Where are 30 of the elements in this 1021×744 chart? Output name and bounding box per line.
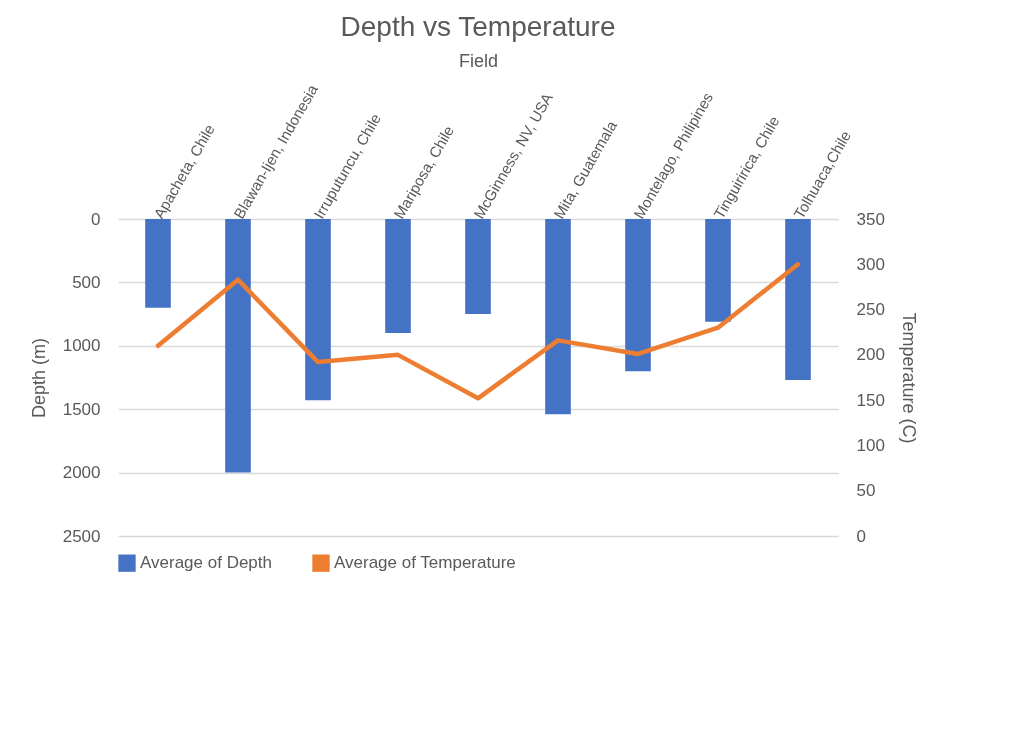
y-tick-label: 1500	[62, 399, 101, 419]
y2-tick-label: 50	[856, 481, 876, 501]
y2-tick-label: 350	[856, 209, 885, 229]
legend-label: Average of Temperature	[334, 553, 516, 573]
bar	[385, 219, 411, 334]
legend-label: Average of Depth	[140, 553, 272, 573]
y2-tick-label: 150	[856, 390, 885, 410]
y-tick-label: 2000	[62, 463, 101, 483]
bar	[225, 219, 251, 473]
y2-tick-label: 0	[856, 526, 866, 546]
y2-tick-label: 100	[856, 435, 885, 455]
x-axis-title: Field	[458, 50, 499, 71]
line-series	[155, 262, 801, 401]
bar	[705, 219, 731, 322]
y2-tick-label: 300	[856, 254, 885, 274]
bar	[145, 219, 171, 308]
chart-title: Depth vs Temperature	[340, 11, 616, 43]
bar	[785, 219, 811, 381]
bar	[545, 219, 571, 415]
y-tick-label: 2500	[62, 526, 101, 546]
bar	[305, 219, 331, 401]
y-axis-title: Depth (m)	[28, 337, 49, 419]
bar	[465, 219, 491, 315]
y2-tick-label: 250	[856, 300, 885, 320]
y-tick-label: 0	[91, 209, 101, 229]
y-tick-label: 500	[72, 272, 101, 292]
bar	[625, 219, 651, 372]
y2-tick-label: 200	[856, 345, 885, 365]
y2-axis-title: Temperature (C)	[898, 312, 919, 444]
y-tick-label: 1000	[62, 336, 101, 356]
